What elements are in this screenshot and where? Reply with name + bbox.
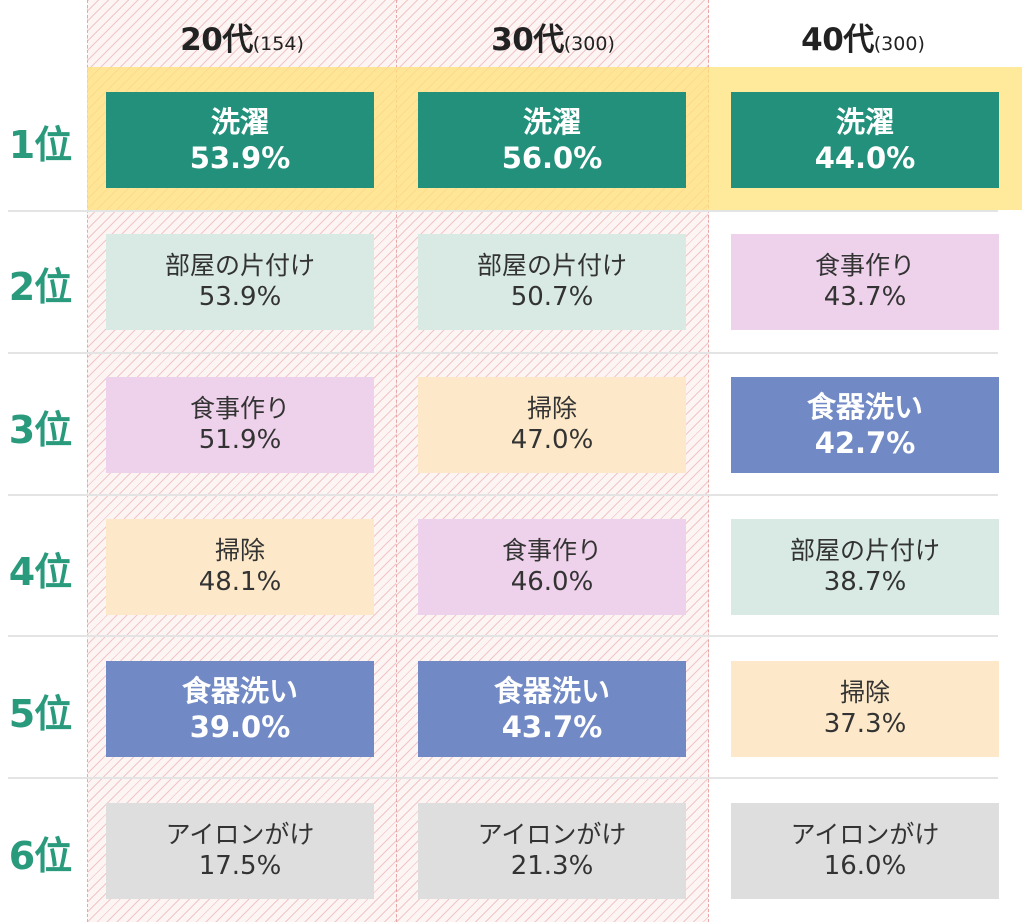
chore-label: 洗濯 [210,104,269,139]
chore-label: 食事作り [189,394,290,424]
ranking-cell: 食器洗い 42.7% [731,377,999,473]
column-header-20s: 20代(154) [87,14,397,64]
column-sample-count: (300) [563,33,615,55]
ranking-cell: 食事作り 43.7% [731,234,999,330]
chore-label: 食器洗い [181,673,298,708]
chore-label: 掃除 [526,394,577,424]
row-separator [8,635,998,637]
ranking-cell: 食事作り 51.9% [106,377,374,473]
chore-label: 部屋の片付け [476,251,627,281]
ranking-cell: アイロンがけ 16.0% [731,803,999,899]
percentage-value: 53.9% [189,141,291,175]
ranking-cell: 洗濯 56.0% [418,92,686,188]
percentage-value: 56.0% [501,141,603,175]
ranking-cell: 食器洗い 43.7% [418,661,686,757]
rank-label: 2位 [8,265,72,309]
ranking-cell: 掃除 37.3% [731,661,999,757]
percentage-value: 50.7% [510,282,594,313]
ranking-cell: アイロンがけ 17.5% [106,803,374,899]
chore-label: 掃除 [839,678,890,708]
ranking-cell: 部屋の片付け 38.7% [731,519,999,615]
percentage-value: 43.7% [501,710,603,744]
percentage-value: 46.0% [510,567,594,598]
chore-label: 部屋の片付け [164,251,315,281]
percentage-value: 44.0% [814,141,916,175]
ranking-cell: アイロンがけ 21.3% [418,803,686,899]
rank-label: 5位 [8,692,72,736]
percentage-value: 47.0% [510,425,594,456]
ranking-cell: 洗濯 44.0% [731,92,999,188]
column-sample-count: (300) [873,33,925,55]
chore-label: 食事作り [501,536,602,566]
ranking-cell: 掃除 47.0% [418,377,686,473]
column-age-label: 30代 [491,22,564,58]
ranking-cell: 食器洗い 39.0% [106,661,374,757]
percentage-value: 37.3% [823,709,907,740]
ranking-cell: 掃除 48.1% [106,519,374,615]
chore-label: 食器洗い [806,389,923,424]
ranking-cell: 食事作り 46.0% [418,519,686,615]
column-header-30s: 30代(300) [398,14,708,64]
column-age-label: 40代 [801,22,874,58]
rank-label: 3位 [8,408,72,452]
rank-label: 6位 [8,834,72,878]
percentage-value: 16.0% [823,851,907,882]
row-separator [8,352,998,354]
percentage-value: 51.9% [198,425,282,456]
ranking-cell: 部屋の片付け 53.9% [106,234,374,330]
ranking-cell: 部屋の片付け 50.7% [418,234,686,330]
row-separator [8,210,998,212]
percentage-value: 43.7% [823,282,907,313]
chore-label: アイロンがけ [790,820,940,850]
percentage-value: 21.3% [510,851,594,882]
ranking-cell: 洗濯 53.9% [106,92,374,188]
percentage-value: 17.5% [198,851,282,882]
rank-label: 4位 [8,550,72,594]
chore-label: 洗濯 [835,104,894,139]
percentage-value: 53.9% [198,282,282,313]
rank-label: 1位 [8,123,72,167]
row-separator [8,777,998,779]
column-age-label: 20代 [180,22,253,58]
chore-label: アイロンがけ [477,820,627,850]
chore-label: 食事作り [814,251,915,281]
column-header-40s: 40代(300) [708,14,1018,64]
percentage-value: 42.7% [814,426,916,460]
percentage-value: 38.7% [823,567,907,598]
chore-label: 部屋の片付け [789,536,940,566]
row-separator [8,494,998,496]
chore-label: アイロンがけ [165,820,315,850]
chore-label: 食器洗い [493,673,610,708]
chore-label: 洗濯 [522,104,581,139]
percentage-value: 48.1% [198,567,282,598]
column-sample-count: (154) [252,33,304,55]
percentage-value: 39.0% [189,710,291,744]
chore-label: 掃除 [214,536,265,566]
